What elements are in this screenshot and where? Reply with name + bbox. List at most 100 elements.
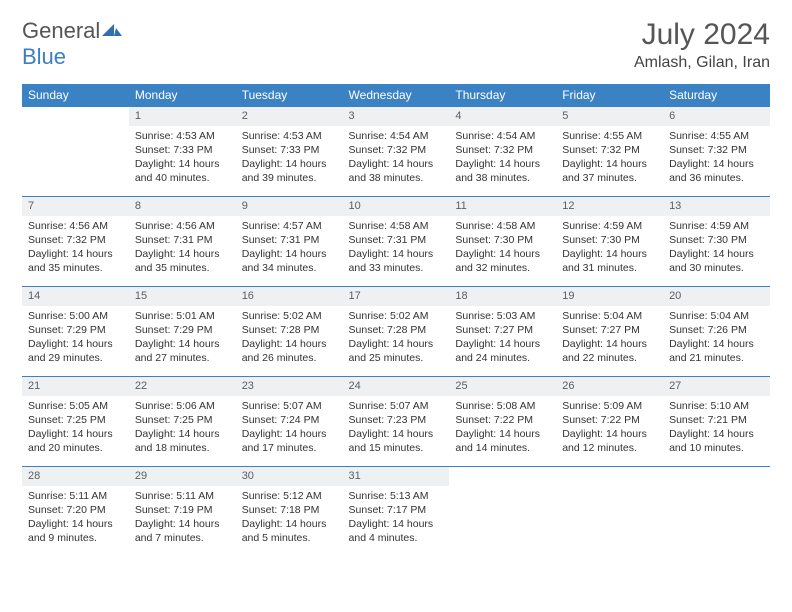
day-line-ss: Sunset: 7:33 PM bbox=[135, 143, 230, 157]
month-title: July 2024 bbox=[634, 18, 770, 52]
day-line-d2: and 38 minutes. bbox=[349, 171, 444, 185]
day-line-d1: Daylight: 14 hours bbox=[669, 427, 764, 441]
day-line-d2: and 25 minutes. bbox=[349, 351, 444, 365]
day-details: Sunrise: 5:12 AMSunset: 7:18 PMDaylight:… bbox=[236, 486, 343, 550]
calendar-day-cell: 17Sunrise: 5:02 AMSunset: 7:28 PMDayligh… bbox=[343, 286, 450, 376]
day-details: Sunrise: 4:53 AMSunset: 7:33 PMDaylight:… bbox=[129, 126, 236, 190]
day-details: Sunrise: 4:54 AMSunset: 7:32 PMDaylight:… bbox=[449, 126, 556, 190]
day-details: Sunrise: 5:07 AMSunset: 7:23 PMDaylight:… bbox=[343, 396, 450, 460]
day-line-d2: and 20 minutes. bbox=[28, 441, 123, 455]
day-number: 26 bbox=[556, 376, 663, 396]
day-number: 18 bbox=[449, 286, 556, 306]
day-line-d1: Daylight: 14 hours bbox=[455, 247, 550, 261]
day-number: 11 bbox=[449, 196, 556, 216]
day-details: Sunrise: 5:13 AMSunset: 7:17 PMDaylight:… bbox=[343, 486, 450, 550]
calendar-day-cell: 8Sunrise: 4:56 AMSunset: 7:31 PMDaylight… bbox=[129, 196, 236, 286]
day-line-d2: and 40 minutes. bbox=[135, 171, 230, 185]
day-line-d1: Daylight: 14 hours bbox=[562, 157, 657, 171]
day-line-sr: Sunrise: 5:04 AM bbox=[669, 309, 764, 323]
day-line-sr: Sunrise: 4:55 AM bbox=[562, 129, 657, 143]
day-details: Sunrise: 5:02 AMSunset: 7:28 PMDaylight:… bbox=[343, 306, 450, 370]
day-line-sr: Sunrise: 5:09 AM bbox=[562, 399, 657, 413]
day-line-sr: Sunrise: 5:02 AM bbox=[242, 309, 337, 323]
day-number: 7 bbox=[22, 196, 129, 216]
calendar-day-cell: 5Sunrise: 4:55 AMSunset: 7:32 PMDaylight… bbox=[556, 106, 663, 196]
day-line-d1: Daylight: 14 hours bbox=[562, 247, 657, 261]
day-details: Sunrise: 5:04 AMSunset: 7:26 PMDaylight:… bbox=[663, 306, 770, 370]
day-number: 16 bbox=[236, 286, 343, 306]
day-line-sr: Sunrise: 5:12 AM bbox=[242, 489, 337, 503]
logo-text-general: General bbox=[22, 18, 100, 43]
day-line-ss: Sunset: 7:20 PM bbox=[28, 503, 123, 517]
day-line-sr: Sunrise: 5:04 AM bbox=[562, 309, 657, 323]
day-line-d2: and 24 minutes. bbox=[455, 351, 550, 365]
calendar-day-cell bbox=[449, 466, 556, 556]
day-number: 2 bbox=[236, 106, 343, 126]
day-line-sr: Sunrise: 4:58 AM bbox=[455, 219, 550, 233]
day-line-d2: and 27 minutes. bbox=[135, 351, 230, 365]
day-details: Sunrise: 5:05 AMSunset: 7:25 PMDaylight:… bbox=[22, 396, 129, 460]
day-line-d2: and 17 minutes. bbox=[242, 441, 337, 455]
location: Amlash, Gilan, Iran bbox=[634, 54, 770, 72]
day-line-d2: and 7 minutes. bbox=[135, 531, 230, 545]
day-line-sr: Sunrise: 5:10 AM bbox=[669, 399, 764, 413]
calendar-day-cell: 4Sunrise: 4:54 AMSunset: 7:32 PMDaylight… bbox=[449, 106, 556, 196]
day-line-d2: and 36 minutes. bbox=[669, 171, 764, 185]
day-number: 19 bbox=[556, 286, 663, 306]
calendar-week-row: 14Sunrise: 5:00 AMSunset: 7:29 PMDayligh… bbox=[22, 286, 770, 376]
day-line-d1: Daylight: 14 hours bbox=[242, 517, 337, 531]
day-number: 20 bbox=[663, 286, 770, 306]
day-line-ss: Sunset: 7:22 PM bbox=[455, 413, 550, 427]
day-line-sr: Sunrise: 4:56 AM bbox=[28, 219, 123, 233]
day-number: 5 bbox=[556, 106, 663, 126]
day-line-sr: Sunrise: 5:01 AM bbox=[135, 309, 230, 323]
day-line-ss: Sunset: 7:22 PM bbox=[562, 413, 657, 427]
day-line-ss: Sunset: 7:19 PM bbox=[135, 503, 230, 517]
day-details: Sunrise: 5:09 AMSunset: 7:22 PMDaylight:… bbox=[556, 396, 663, 460]
day-line-d2: and 21 minutes. bbox=[669, 351, 764, 365]
day-number: 9 bbox=[236, 196, 343, 216]
day-line-ss: Sunset: 7:32 PM bbox=[28, 233, 123, 247]
day-number: 6 bbox=[663, 106, 770, 126]
calendar-day-cell: 13Sunrise: 4:59 AMSunset: 7:30 PMDayligh… bbox=[663, 196, 770, 286]
day-details: Sunrise: 5:04 AMSunset: 7:27 PMDaylight:… bbox=[556, 306, 663, 370]
day-line-sr: Sunrise: 4:58 AM bbox=[349, 219, 444, 233]
day-line-ss: Sunset: 7:24 PM bbox=[242, 413, 337, 427]
day-line-sr: Sunrise: 4:54 AM bbox=[349, 129, 444, 143]
day-line-d1: Daylight: 14 hours bbox=[135, 247, 230, 261]
day-line-d1: Daylight: 14 hours bbox=[669, 337, 764, 351]
day-line-d2: and 12 minutes. bbox=[562, 441, 657, 455]
calendar-day-cell: 25Sunrise: 5:08 AMSunset: 7:22 PMDayligh… bbox=[449, 376, 556, 466]
day-number: 4 bbox=[449, 106, 556, 126]
weekday-header: Monday bbox=[129, 84, 236, 106]
day-line-ss: Sunset: 7:28 PM bbox=[242, 323, 337, 337]
day-line-d2: and 33 minutes. bbox=[349, 261, 444, 275]
day-details: Sunrise: 5:11 AMSunset: 7:20 PMDaylight:… bbox=[22, 486, 129, 550]
day-details: Sunrise: 4:53 AMSunset: 7:33 PMDaylight:… bbox=[236, 126, 343, 190]
calendar-day-cell: 22Sunrise: 5:06 AMSunset: 7:25 PMDayligh… bbox=[129, 376, 236, 466]
day-line-ss: Sunset: 7:17 PM bbox=[349, 503, 444, 517]
day-details: Sunrise: 4:58 AMSunset: 7:30 PMDaylight:… bbox=[449, 216, 556, 280]
day-line-d1: Daylight: 14 hours bbox=[28, 517, 123, 531]
day-line-sr: Sunrise: 4:53 AM bbox=[135, 129, 230, 143]
day-number: 27 bbox=[663, 376, 770, 396]
day-line-d1: Daylight: 14 hours bbox=[562, 427, 657, 441]
day-line-sr: Sunrise: 5:13 AM bbox=[349, 489, 444, 503]
day-line-d1: Daylight: 14 hours bbox=[349, 427, 444, 441]
day-line-d1: Daylight: 14 hours bbox=[242, 427, 337, 441]
day-line-d2: and 30 minutes. bbox=[669, 261, 764, 275]
calendar-day-cell: 23Sunrise: 5:07 AMSunset: 7:24 PMDayligh… bbox=[236, 376, 343, 466]
day-number: 21 bbox=[22, 376, 129, 396]
day-line-d1: Daylight: 14 hours bbox=[242, 337, 337, 351]
weekday-header: Tuesday bbox=[236, 84, 343, 106]
calendar-week-row: 21Sunrise: 5:05 AMSunset: 7:25 PMDayligh… bbox=[22, 376, 770, 466]
header: General Blue July 2024 Amlash, Gilan, Ir… bbox=[22, 18, 770, 72]
day-line-d1: Daylight: 14 hours bbox=[349, 517, 444, 531]
calendar-day-cell: 20Sunrise: 5:04 AMSunset: 7:26 PMDayligh… bbox=[663, 286, 770, 376]
day-line-ss: Sunset: 7:29 PM bbox=[135, 323, 230, 337]
day-number: 14 bbox=[22, 286, 129, 306]
day-details: Sunrise: 5:00 AMSunset: 7:29 PMDaylight:… bbox=[22, 306, 129, 370]
calendar-week-row: 1Sunrise: 4:53 AMSunset: 7:33 PMDaylight… bbox=[22, 106, 770, 196]
day-line-sr: Sunrise: 5:11 AM bbox=[28, 489, 123, 503]
day-line-sr: Sunrise: 4:54 AM bbox=[455, 129, 550, 143]
